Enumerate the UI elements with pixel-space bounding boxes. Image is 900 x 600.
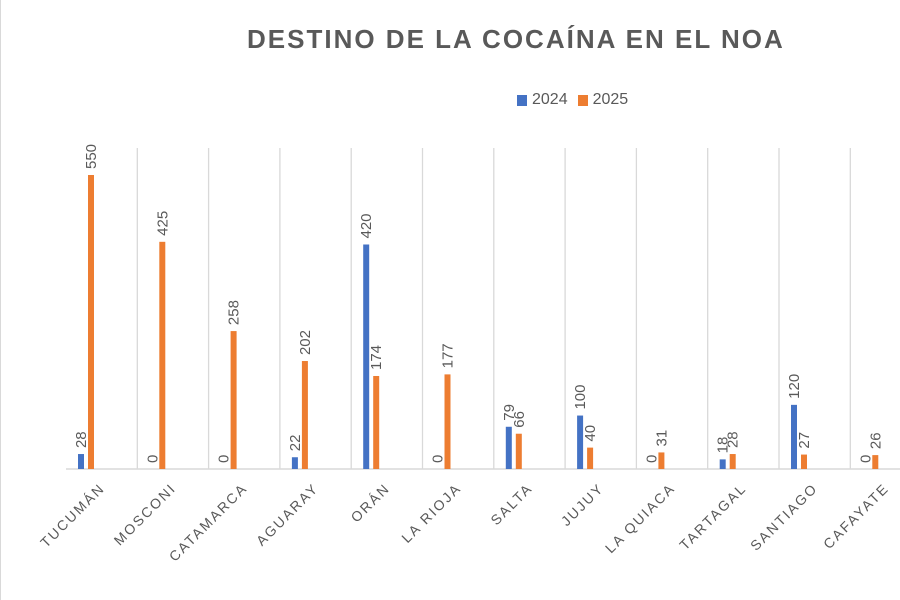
bar-2025 [301, 361, 308, 469]
legend-label-2024: 2024 [532, 91, 568, 108]
legend: 2024 2025 [517, 91, 638, 109]
data-label-2024: 18 [715, 437, 732, 454]
data-label-2024: 100 [572, 385, 589, 410]
bar-2025 [658, 452, 665, 469]
data-label-2025: 425 [154, 211, 171, 236]
chart-title: DESTINO DE LA COCAÍNA EN EL NOA [247, 24, 785, 54]
data-label-2024: 79 [501, 404, 518, 421]
data-label-2025: 28 [725, 431, 742, 448]
data-label-2025: 40 [582, 425, 599, 442]
data-label-2024: 0 [643, 455, 660, 463]
x-tick-label: TUCUMÁN [37, 480, 108, 551]
x-tick-label: ORÁN [347, 480, 393, 526]
legend-swatch-2024 [517, 94, 527, 106]
legend-item-2024: 2024 [517, 91, 568, 109]
bar-2025 [729, 454, 736, 469]
data-label-2025: 26 [867, 432, 884, 449]
bar-2024 [791, 404, 797, 469]
bar-2025 [444, 374, 451, 469]
data-label-2024: 0 [430, 455, 447, 463]
x-tick-label: CAFAYATE [820, 480, 892, 552]
bar-2025 [587, 447, 594, 469]
x-tick-label: LA QUIACA [602, 480, 678, 556]
x-tick-label: SANTIAGO [747, 480, 821, 554]
bar-2024 [291, 457, 298, 469]
bar-2025 [872, 455, 879, 469]
bar-2025 [373, 375, 380, 469]
x-tick-label: LA RIOJA [398, 480, 464, 546]
data-label-2024: 120 [786, 374, 803, 399]
legend-item-2025: 2025 [577, 91, 629, 109]
data-label-2025: 27 [796, 432, 813, 449]
x-tick-label: AGUARAY [253, 480, 322, 549]
data-label-2025: 66 [511, 411, 528, 428]
data-label-2025: 550 [83, 144, 100, 169]
data-label-2024: 0 [216, 455, 233, 463]
bar-2024 [363, 244, 370, 469]
legend-swatch-2025 [577, 94, 588, 106]
data-label-2024: 420 [358, 213, 375, 238]
x-tick-label: SALTA [487, 480, 535, 528]
bar-2025 [515, 433, 522, 469]
bar-2025 [801, 454, 807, 469]
legend-label-2025: 2025 [592, 91, 629, 108]
bar-2024 [78, 454, 84, 469]
data-label-2025: 31 [653, 430, 670, 447]
bar-2024 [505, 426, 512, 469]
data-label-2024: 28 [73, 431, 90, 448]
data-label-2025: 258 [226, 300, 243, 325]
data-label-2024: 0 [144, 455, 161, 463]
data-label-2025: 174 [368, 345, 385, 370]
bar-2025 [159, 241, 166, 469]
data-label-2024: 0 [857, 455, 874, 463]
bar-2024 [577, 415, 584, 469]
data-label-2025: 202 [297, 330, 314, 355]
bar-2024 [719, 459, 726, 469]
data-label-2025: 177 [440, 343, 457, 368]
bar-2025 [88, 175, 94, 469]
x-tick-label: CATAMARCA [166, 480, 251, 565]
data-label-2024: 22 [287, 435, 304, 452]
bar-2025 [230, 331, 237, 469]
x-tick-label: MOSCONI [111, 480, 180, 549]
x-tick-label: JUJUY [558, 480, 607, 529]
x-tick-label: TARTAGAL [676, 480, 749, 553]
